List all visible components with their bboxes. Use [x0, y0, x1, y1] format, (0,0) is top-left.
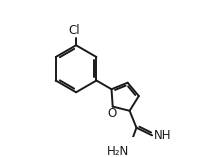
- Text: H₂N: H₂N: [106, 145, 128, 157]
- Text: Cl: Cl: [68, 24, 80, 37]
- Text: NH: NH: [153, 129, 171, 142]
- Text: O: O: [107, 107, 116, 120]
